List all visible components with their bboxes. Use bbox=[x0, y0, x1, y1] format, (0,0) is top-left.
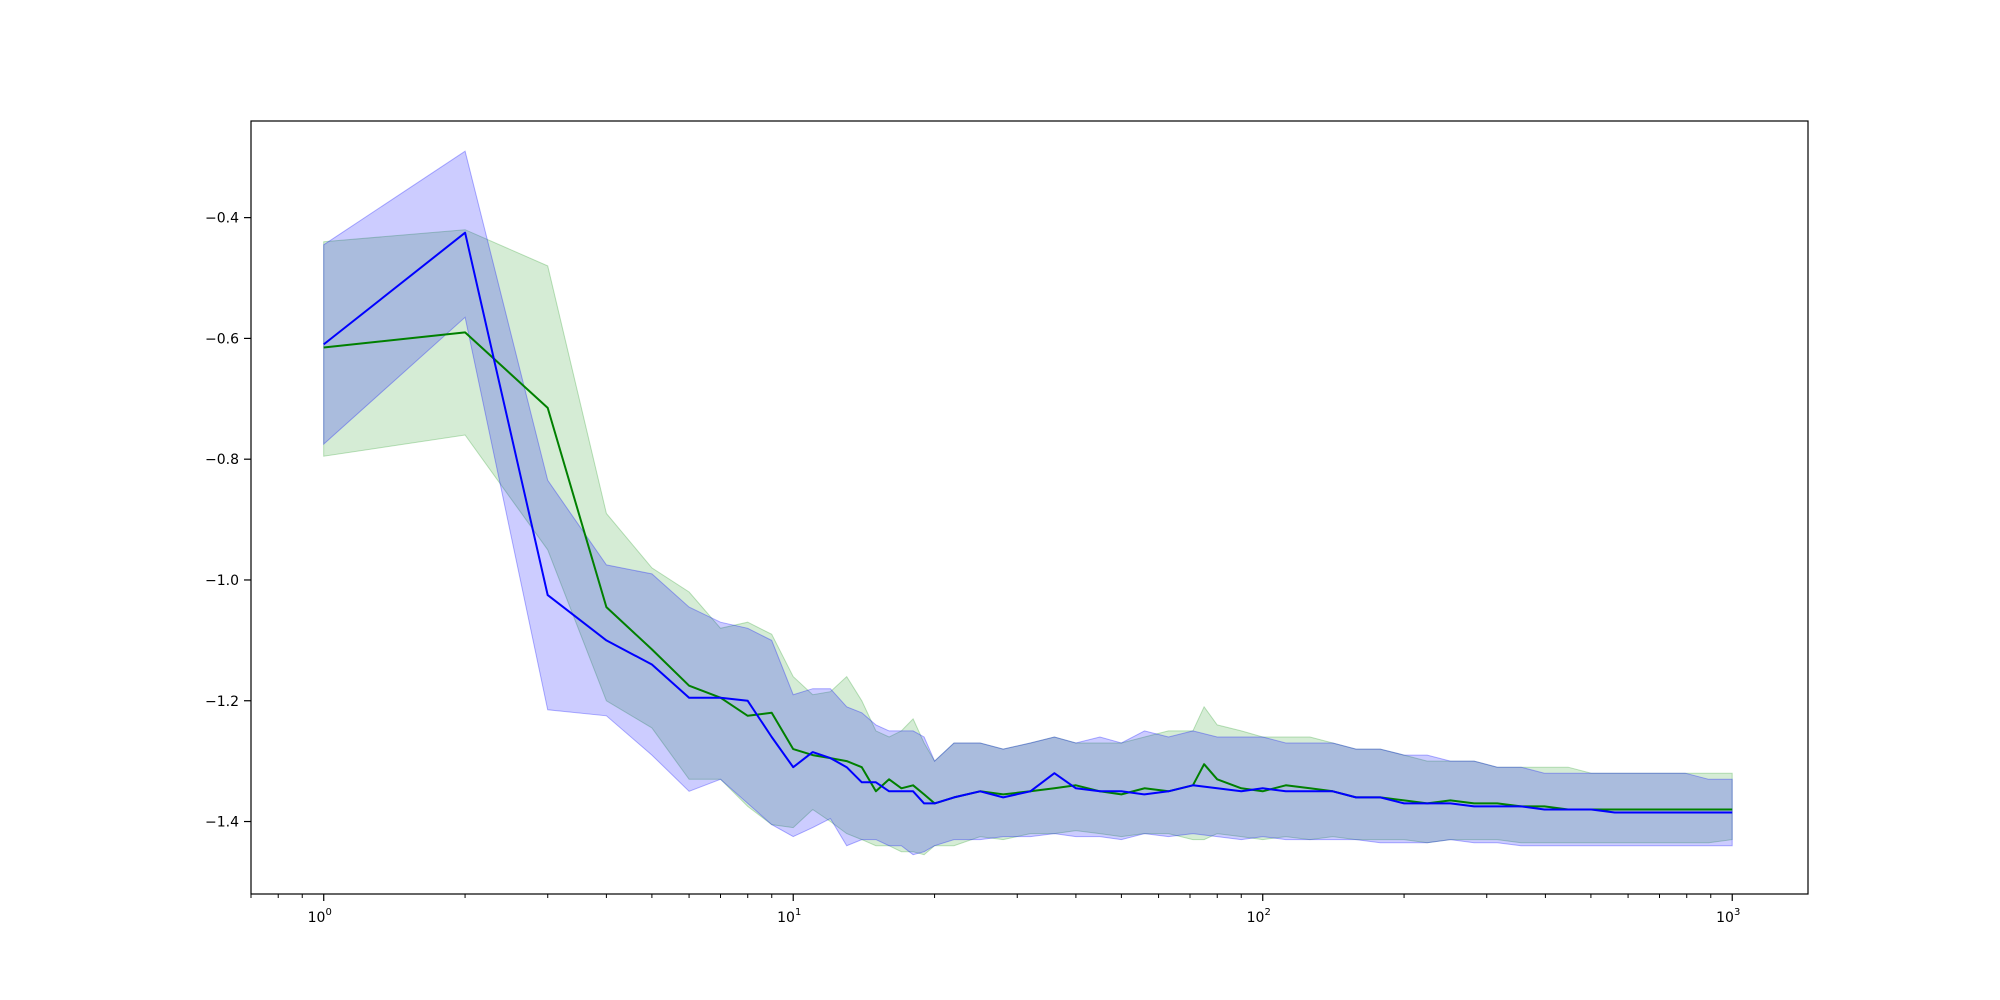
y-tick-label: −1.4 bbox=[205, 815, 239, 831]
confidence-bands bbox=[323, 150, 1733, 856]
y-tick-label: −1.2 bbox=[205, 694, 239, 710]
series-2-band bbox=[323, 150, 1733, 856]
series-1-band bbox=[323, 229, 1733, 856]
series-2-line bbox=[323, 231, 1733, 814]
y-axis: −0.4 −0.6 −0.8 −1.0 −1.2 −1.4 bbox=[205, 211, 251, 831]
y-tick-label: −0.6 bbox=[205, 331, 239, 347]
y-tick-label: −0.4 bbox=[205, 211, 239, 227]
y-tick-label: −1.0 bbox=[205, 573, 239, 589]
plot-frame bbox=[250, 120, 1809, 895]
series-lines bbox=[323, 231, 1733, 814]
y-tick-label: −0.8 bbox=[205, 452, 239, 468]
